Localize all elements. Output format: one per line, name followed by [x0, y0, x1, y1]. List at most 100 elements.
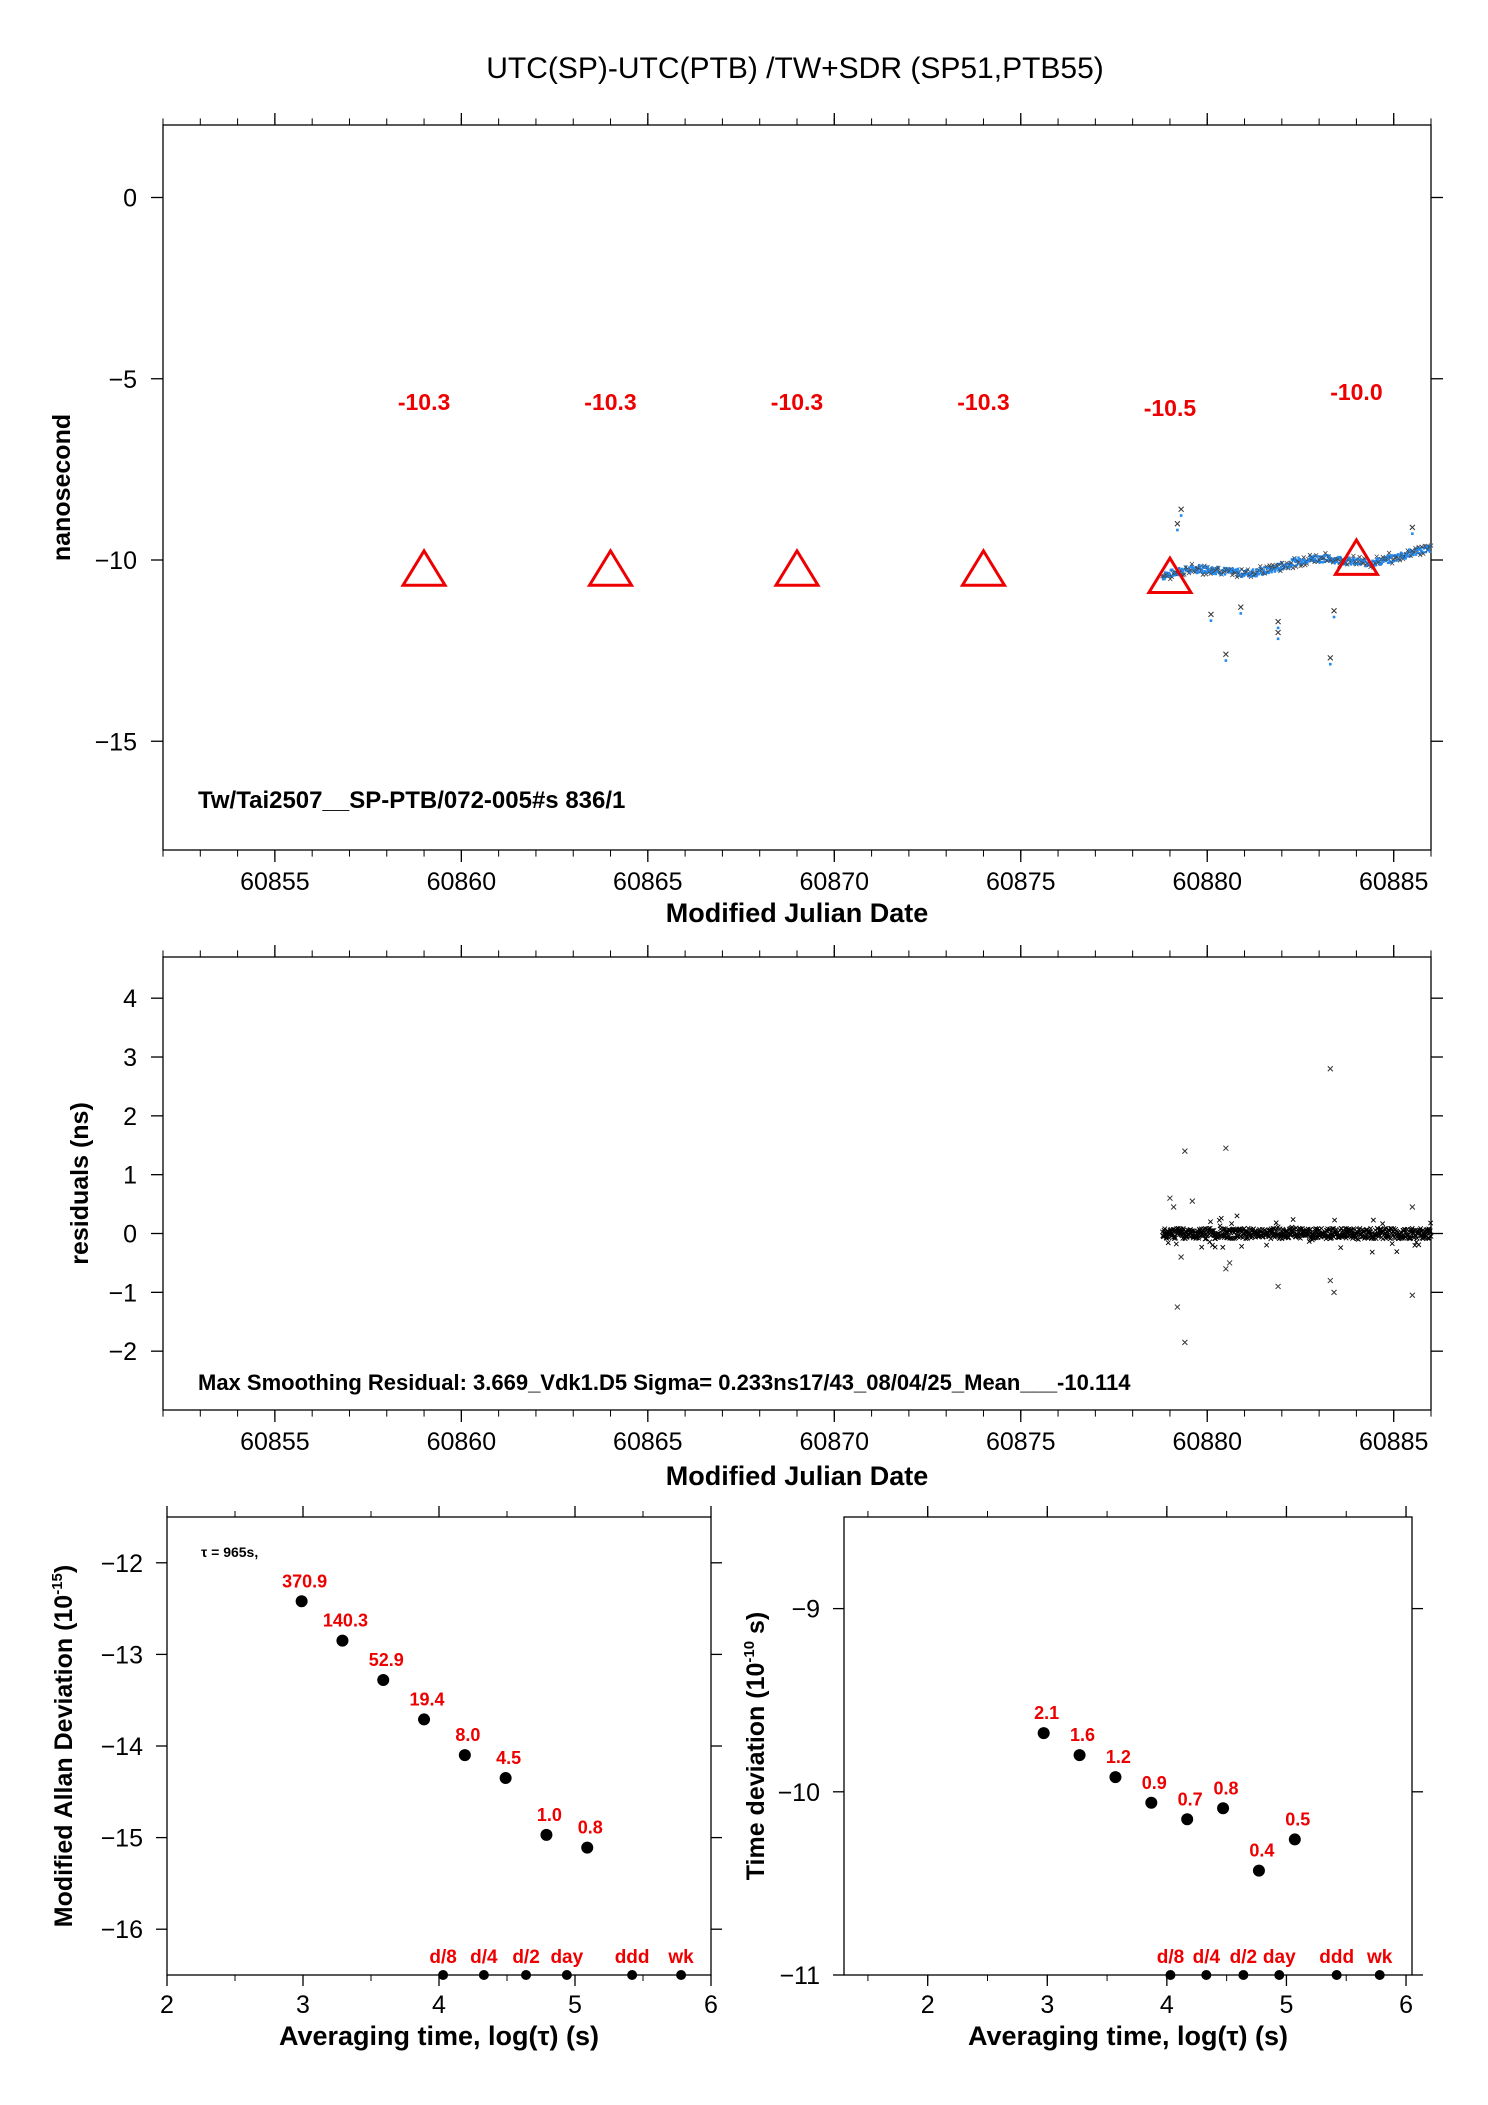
data-point: [1302, 558, 1305, 562]
data-point: [1349, 558, 1352, 561]
data-point: [1325, 558, 1329, 562]
x-tick-label: 6: [704, 1991, 718, 2019]
data-point: [1342, 563, 1345, 566]
data-point: [1262, 572, 1265, 576]
data-point: [1201, 569, 1204, 573]
data-point: [1295, 563, 1299, 567]
deviation-point: [1037, 1727, 1050, 1740]
data-point: [1332, 557, 1335, 561]
residual-point: [1338, 1245, 1344, 1251]
interval-label: d/2: [512, 1947, 539, 1968]
triangle-marker: [773, 547, 821, 587]
triangle-marker: [586, 547, 635, 587]
data-point: [1188, 566, 1191, 569]
x-tick-label: 60880: [1172, 868, 1242, 896]
residual-point: [1162, 1226, 1168, 1232]
data-point: [1235, 575, 1239, 578]
deviation-point: [1217, 1802, 1230, 1815]
data-point: [1197, 571, 1200, 574]
y-axis-title: Modified Allan Deviation (10-15): [49, 1565, 78, 1927]
interval-label: d/4: [470, 1947, 498, 1968]
deviation-label: 1.2: [1106, 1747, 1131, 1767]
data-point: [1163, 577, 1166, 581]
data-point: [1406, 551, 1409, 554]
interval-marker: [1331, 1970, 1342, 1980]
data-point: [1352, 556, 1355, 560]
x-tick-label: 5: [568, 1991, 582, 2019]
y-axis-title-end: ): [50, 1565, 78, 1573]
data-point: [1189, 561, 1195, 567]
data-point: [1414, 553, 1418, 556]
interval-label: d/8: [429, 1947, 456, 1968]
y-tick-label: 4: [123, 985, 137, 1013]
data-point: [1189, 570, 1192, 573]
x-axis-title: Modified Julian Date: [666, 898, 929, 928]
interval-label: day: [550, 1947, 583, 1968]
residual-point: [1207, 1239, 1213, 1245]
residual-outlier: [1226, 1260, 1233, 1266]
data-point: [1377, 557, 1380, 560]
interval-marker: [1374, 1970, 1385, 1980]
interval-label: ddd: [1319, 1947, 1354, 1968]
data-point: [1383, 558, 1386, 562]
data-point: [1274, 569, 1277, 573]
data-point: [1250, 575, 1253, 578]
interval-label: day: [1263, 1947, 1296, 1968]
mdev-panel: 2 3 4 5 6 −12 −13 −14 −15 −16 Averaging time, log(…: [49, 1506, 722, 2051]
data-point: [1351, 558, 1355, 561]
data-point: [1312, 554, 1316, 557]
data-point: [1293, 560, 1297, 563]
data-point: [1357, 554, 1362, 560]
data-point: [1417, 552, 1423, 558]
residual-outlier: [1223, 1145, 1229, 1152]
deviation-point: [458, 1749, 471, 1762]
residual-point: [1368, 1225, 1374, 1231]
data-point: [1180, 568, 1184, 571]
data-point: [1301, 555, 1307, 560]
deviation-point: [1109, 1771, 1122, 1784]
data-point: [1181, 569, 1185, 573]
data-point: [1359, 562, 1363, 565]
data-point: [1262, 569, 1266, 572]
data-point: [1194, 565, 1198, 569]
residual-outlier: [1170, 1204, 1177, 1210]
deviation-point: [377, 1674, 390, 1687]
deviation-label: 52.9: [369, 1650, 404, 1670]
residual-point: [1231, 1235, 1237, 1241]
plot-annotation: Max Smoothing Residual: 3.669_Vdk1.D5 Si…: [198, 1370, 1131, 1395]
data-point: [1389, 556, 1393, 559]
data-point: [1324, 553, 1328, 557]
data-point: [1409, 552, 1413, 555]
data-point: [1333, 562, 1336, 565]
x-tick-label: 60860: [427, 1428, 497, 1456]
deviation-point: [418, 1713, 431, 1726]
data-point: [1403, 552, 1407, 556]
x-tick-label: 60875: [986, 868, 1056, 896]
deviation-point: [1252, 1864, 1265, 1877]
deviation-label: 4.5: [496, 1748, 521, 1768]
data-point: [1371, 559, 1374, 562]
data-point: [1290, 562, 1293, 565]
triangle-label: -10.5: [1144, 395, 1197, 421]
data-point: [1375, 557, 1378, 561]
residual-point: [1389, 1241, 1395, 1247]
data-point: [1387, 554, 1391, 557]
data-point: [1270, 562, 1275, 568]
data-point: [1422, 551, 1425, 554]
data-point: [1339, 557, 1343, 561]
interval-marker: [1165, 1970, 1176, 1980]
data-point: [1258, 572, 1261, 576]
deviation-point: [1288, 1833, 1301, 1846]
deviation-label: 0.8: [578, 1818, 603, 1838]
data-point: [1244, 571, 1247, 574]
data-point: [1386, 550, 1392, 556]
triangle-label: -10.0: [1330, 379, 1382, 405]
interval-label: d/2: [1230, 1947, 1257, 1968]
data-point: [1234, 574, 1240, 580]
outlier-point: [1275, 618, 1281, 625]
data-point: [1188, 567, 1193, 573]
interval-marker: [1201, 1970, 1212, 1980]
data-point: [1323, 560, 1327, 564]
residual-outlier: [1331, 1289, 1337, 1296]
interval-label: d/4: [1193, 1947, 1221, 1968]
